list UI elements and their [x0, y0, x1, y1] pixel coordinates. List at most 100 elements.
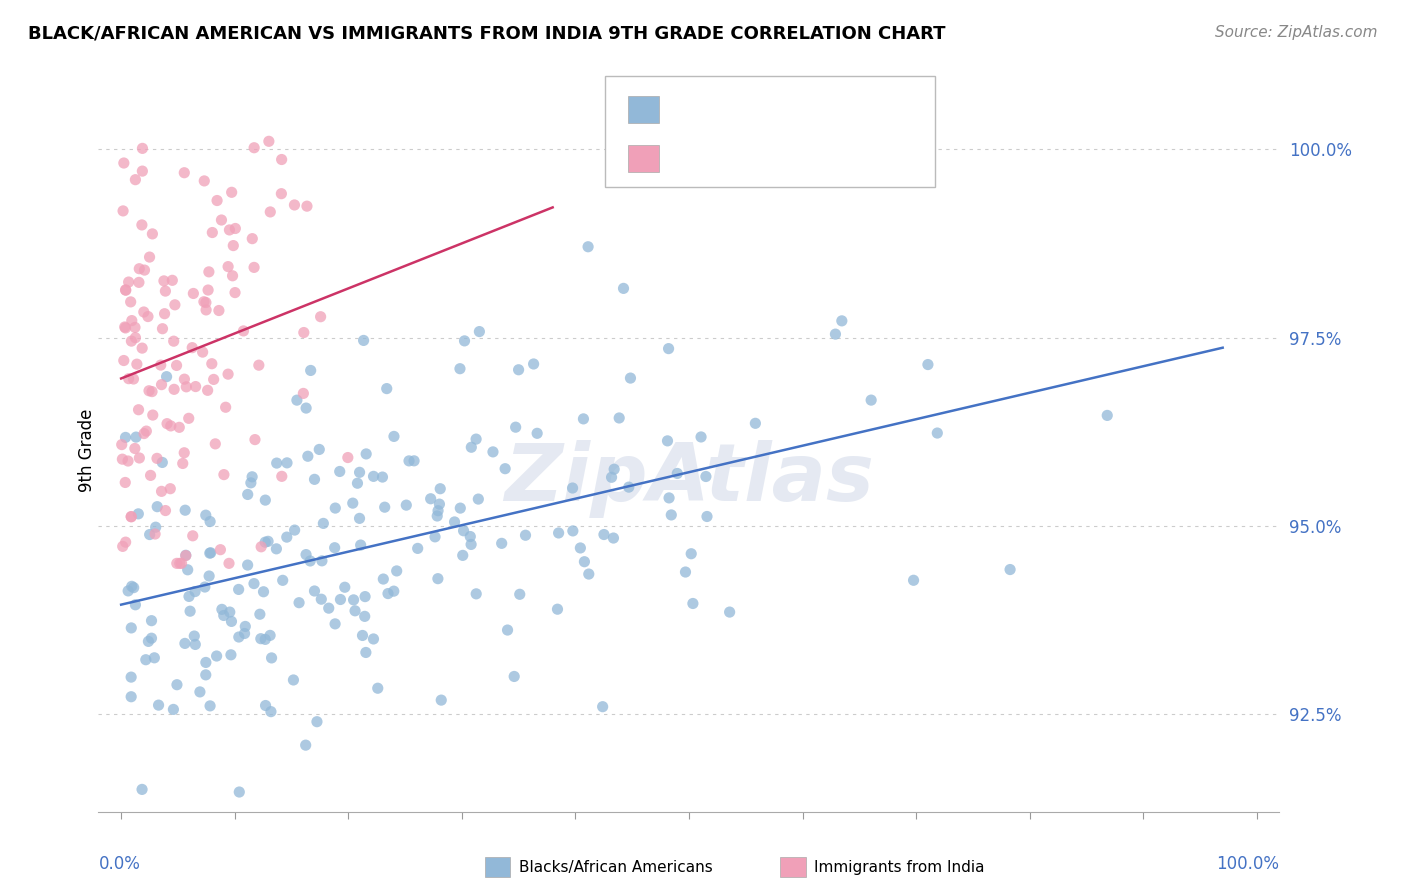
Point — [146, 451, 169, 466]
Point — [254, 698, 277, 713]
Point — [382, 429, 405, 443]
Point — [243, 433, 266, 447]
Point — [209, 542, 232, 557]
Point — [927, 425, 949, 440]
Text: ZipAtlas: ZipAtlas — [503, 441, 875, 518]
Point — [125, 357, 148, 371]
Point — [111, 452, 134, 467]
Point — [312, 516, 335, 531]
Point — [323, 501, 346, 516]
Point — [141, 614, 163, 628]
Point — [427, 504, 450, 518]
Point — [156, 417, 179, 431]
Point — [352, 628, 374, 642]
Point — [402, 454, 425, 468]
Point — [150, 484, 173, 499]
Point — [305, 714, 328, 729]
Point — [526, 426, 548, 441]
Point — [266, 541, 288, 556]
Point — [198, 515, 221, 529]
Point — [166, 678, 188, 692]
Point — [193, 174, 215, 188]
Point — [166, 557, 188, 571]
Point — [744, 417, 766, 431]
Point — [205, 648, 228, 663]
Point — [429, 482, 451, 496]
Point — [191, 345, 214, 359]
Point — [917, 358, 939, 372]
Point — [211, 602, 233, 616]
Point — [260, 651, 283, 665]
Point — [398, 454, 420, 468]
Point — [121, 313, 143, 327]
Point — [124, 320, 146, 334]
Point — [375, 382, 398, 396]
Point — [139, 468, 162, 483]
Point — [233, 626, 256, 640]
Point — [607, 411, 630, 425]
Point — [453, 334, 475, 348]
Point — [124, 331, 146, 345]
Point — [354, 590, 377, 604]
Point — [561, 481, 583, 495]
Point — [228, 785, 250, 799]
Point — [284, 523, 307, 537]
Point — [465, 587, 488, 601]
Point — [163, 298, 186, 312]
Point — [451, 549, 474, 563]
Point — [128, 450, 150, 465]
Point — [363, 632, 385, 646]
Point — [304, 472, 326, 486]
Point — [349, 466, 371, 480]
Point — [127, 507, 149, 521]
Point — [572, 412, 595, 426]
Point — [120, 509, 142, 524]
Point — [112, 353, 135, 368]
Point — [120, 621, 142, 635]
Point — [243, 576, 266, 591]
Point — [120, 670, 142, 684]
Point — [276, 456, 298, 470]
Text: R =: R = — [671, 101, 710, 119]
Point — [114, 320, 136, 334]
Point — [266, 456, 288, 470]
Point — [576, 240, 599, 254]
Point — [363, 469, 385, 483]
Point — [292, 326, 315, 340]
Point — [903, 574, 925, 588]
Point — [131, 782, 153, 797]
Point — [593, 527, 616, 541]
Point — [114, 475, 136, 490]
Point — [600, 470, 623, 484]
Point — [177, 411, 200, 425]
Point — [311, 592, 333, 607]
Point — [194, 668, 217, 682]
Point — [592, 699, 614, 714]
Point — [124, 598, 146, 612]
Point — [603, 462, 626, 476]
Point — [172, 457, 194, 471]
Point — [174, 549, 197, 563]
Point — [208, 303, 231, 318]
Text: 100.0%: 100.0% — [1216, 855, 1279, 873]
Point — [666, 467, 689, 481]
Point — [118, 372, 141, 386]
Point — [218, 223, 240, 237]
Point — [382, 584, 405, 599]
Point — [228, 630, 250, 644]
Point — [270, 186, 292, 201]
Point — [153, 307, 176, 321]
Point — [162, 702, 184, 716]
Point — [288, 596, 311, 610]
Point — [675, 565, 697, 579]
Point — [292, 386, 315, 401]
Point — [449, 361, 471, 376]
Point — [349, 511, 371, 525]
Point — [309, 310, 332, 324]
Point — [120, 690, 142, 704]
Point — [120, 334, 142, 348]
Point — [138, 527, 160, 541]
Point — [136, 310, 159, 324]
Point — [353, 334, 375, 348]
Point — [240, 470, 263, 484]
